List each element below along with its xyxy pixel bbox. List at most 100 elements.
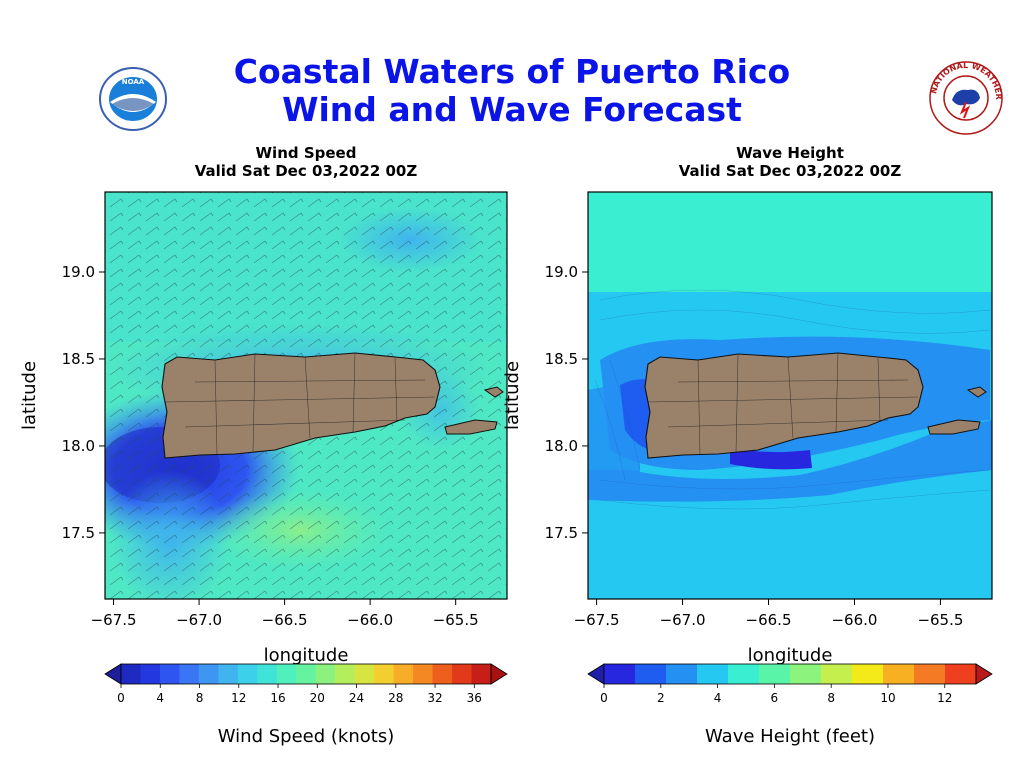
- municipality-border: [184, 419, 406, 428]
- colorbar-bin: [218, 664, 239, 684]
- municipality-border: [667, 419, 889, 428]
- y-axis-label: latitude: [502, 361, 523, 430]
- colorbar-tick-label: 8: [196, 691, 204, 705]
- municipality-border: [164, 396, 436, 403]
- colorbar-bin: [471, 664, 492, 684]
- municipality-border: [252, 353, 256, 453]
- x-axis-label: longitude: [748, 645, 833, 666]
- x-tick-label: −66.0: [347, 611, 393, 629]
- colorbar-bin: [374, 664, 395, 684]
- colorbar-frame: [120, 663, 492, 685]
- vieques-island: [444, 419, 498, 435]
- municipality-border: [835, 352, 839, 433]
- nws-logo: NATIONAL WEATHER SERVICE: [926, 58, 1003, 135]
- wave-island: [644, 352, 987, 459]
- colorbar-tick-label: 0: [600, 691, 608, 705]
- wind-island: [161, 352, 504, 459]
- colorbar-tick-label: 0: [117, 691, 125, 705]
- colorbar-bin: [413, 664, 434, 684]
- y-tick-label: 17.5: [545, 524, 578, 542]
- municipality-border: [677, 379, 909, 383]
- colorbar-tick-label: 16: [270, 691, 285, 705]
- wind-axes: −67.5 −67.0 −66.5 −66.0 −65.5 19.0 18.5 18.0 17.…: [19, 263, 479, 666]
- colorbar-tick-label: 12: [937, 691, 952, 705]
- colorbar-tick-label: 8: [827, 691, 835, 705]
- colorbar-tick-label: 20: [310, 691, 325, 705]
- wind-field: [105, 192, 507, 599]
- colorbar-tick-label: 4: [714, 691, 722, 705]
- colorbar-bin: [697, 664, 729, 684]
- colorbar-min-arrow: [587, 663, 605, 685]
- colorbar-bin: [393, 664, 414, 684]
- colorbar-label: Wind Speed (knots): [218, 726, 394, 747]
- colorbar-bin: [945, 664, 977, 684]
- colorbar-tick-label: 32: [427, 691, 442, 705]
- colorbar-tick-label: 36: [467, 691, 482, 705]
- noaa-logo-text: NOAA: [122, 78, 145, 86]
- colorbar-bin: [852, 664, 884, 684]
- wind-plot-frame: [104, 191, 508, 600]
- wind-panel-title-name: Wind Speed: [255, 144, 357, 162]
- municipality-border: [787, 356, 794, 439]
- municipality-border: [394, 357, 398, 423]
- colorbar-bin: [452, 664, 473, 684]
- colorbar-bin: [432, 664, 453, 684]
- vieques-island: [927, 419, 981, 435]
- wave-panel-title-valid: Valid Sat Dec 03,2022 00Z: [678, 162, 902, 180]
- colorbar-bin: [315, 664, 336, 684]
- x-tick-label: −67.0: [176, 611, 222, 629]
- colorbar-bin: [790, 664, 822, 684]
- y-tick-label: 18.0: [545, 437, 578, 455]
- municipality-border: [304, 356, 311, 439]
- wind-panel-title-valid: Valid Sat Dec 03,2022 00Z: [194, 162, 418, 180]
- colorbar-bin: [296, 664, 317, 684]
- municipality-border: [735, 353, 739, 453]
- colorbar-bin: [354, 664, 375, 684]
- x-tick-label: −65.5: [917, 611, 963, 629]
- wave-plot-frame: [587, 191, 993, 600]
- x-tick-label: −66.5: [746, 611, 792, 629]
- colorbar-bin: [728, 664, 760, 684]
- municipality-border: [352, 352, 356, 433]
- culebra-island: [966, 386, 987, 398]
- colorbar-tick-label: 6: [771, 691, 779, 705]
- y-tick-label: 18.5: [545, 350, 578, 368]
- colorbar-tick-label: 10: [880, 691, 895, 705]
- colorbar-tick-label: 24: [349, 691, 364, 705]
- y-tick-label: 19.0: [62, 263, 95, 281]
- x-tick-label: −67.5: [574, 611, 620, 629]
- colorbar-max-arrow: [490, 663, 508, 685]
- colorbar-bin: [666, 664, 698, 684]
- x-axis-label: longitude: [264, 645, 349, 666]
- colorbar-bin: [257, 664, 278, 684]
- colorbar-bin: [159, 664, 180, 684]
- municipality-border: [697, 359, 701, 455]
- main-title-line-2: Wind and Wave Forecast: [282, 90, 742, 129]
- colorbar-bin: [821, 664, 853, 684]
- wave-colorbar: 0 2 4 6 8 10 12 Wave Height (feet): [587, 663, 993, 747]
- x-tick-label: −65.5: [433, 611, 479, 629]
- wind-panel-title: Wind Speed Valid Sat Dec 03,2022 00Z: [106, 144, 506, 180]
- colorbar-min-arrow: [104, 663, 122, 685]
- bathymetry-contours: [594, 289, 991, 510]
- x-tick-label: −66.5: [262, 611, 308, 629]
- x-tick-label: −66.0: [831, 611, 877, 629]
- colorbar-tick-label: 2: [657, 691, 665, 705]
- colorbar-bin: [276, 664, 297, 684]
- y-axis-label: latitude: [19, 361, 40, 430]
- puerto-rico-island: [161, 352, 441, 459]
- colorbar-max-arrow: [975, 663, 993, 685]
- colorbar-bin: [121, 664, 141, 684]
- x-tick-label: −67.5: [91, 611, 137, 629]
- colorbar-label: Wave Height (feet): [705, 726, 875, 747]
- colorbar-bin: [179, 664, 200, 684]
- municipality-border: [194, 379, 426, 383]
- colorbar-bin: [140, 664, 161, 684]
- y-tick-label: 18.5: [62, 350, 95, 368]
- colorbar-tick-label: 28: [388, 691, 403, 705]
- x-tick-label: −67.0: [660, 611, 706, 629]
- colorbar-frame: [603, 663, 977, 685]
- colorbar-bin: [604, 664, 636, 684]
- wave-axes: −67.5 −67.0 −66.5 −66.0 −65.5 19.0 18.5 18.0 17.…: [502, 263, 963, 666]
